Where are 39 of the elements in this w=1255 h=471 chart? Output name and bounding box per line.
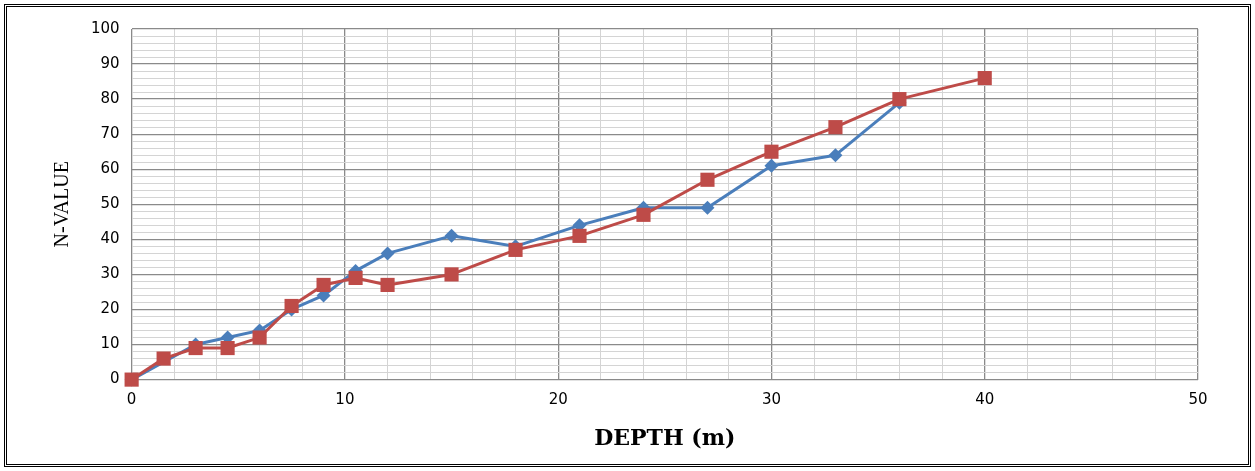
point [284, 298, 299, 314]
point [828, 120, 843, 135]
y-tick-label: 50 [100, 194, 120, 213]
point [252, 330, 267, 345]
y-tick-label: 90 [100, 53, 120, 72]
x-axis-title: DEPTH (m) [594, 423, 736, 450]
point [764, 144, 779, 159]
x-tick-label: 40 [975, 390, 995, 409]
point [828, 148, 843, 163]
point [700, 172, 715, 187]
y-tick-label: 100 [90, 18, 120, 37]
point [156, 351, 171, 366]
point [444, 267, 459, 282]
point [380, 246, 395, 261]
y-tick-label: 0 [110, 369, 120, 388]
point [636, 207, 651, 222]
x-tick-label: 10 [335, 390, 355, 409]
point [764, 158, 779, 173]
y-tick-label: 60 [100, 159, 120, 178]
x-tick-label: 20 [548, 390, 568, 409]
point [977, 71, 992, 86]
point [316, 277, 331, 293]
x-tick-label: 0 [126, 390, 137, 409]
y-tick-label: 30 [100, 264, 120, 283]
point [380, 277, 395, 293]
point [188, 340, 203, 356]
y-tick-label: 70 [100, 124, 120, 143]
point [572, 228, 587, 243]
x-tick-label: 30 [761, 390, 781, 409]
point [444, 228, 459, 243]
y-tick-label: 40 [100, 229, 120, 248]
point [700, 200, 715, 215]
y-tick-label: 80 [100, 89, 120, 108]
point [220, 340, 235, 356]
y-tick-label: 20 [100, 299, 120, 318]
y-axis-title: N-VALUE [50, 161, 73, 248]
x-tick-label: 50 [1188, 390, 1208, 409]
y-tick-label: 10 [100, 334, 120, 353]
point [348, 270, 363, 285]
